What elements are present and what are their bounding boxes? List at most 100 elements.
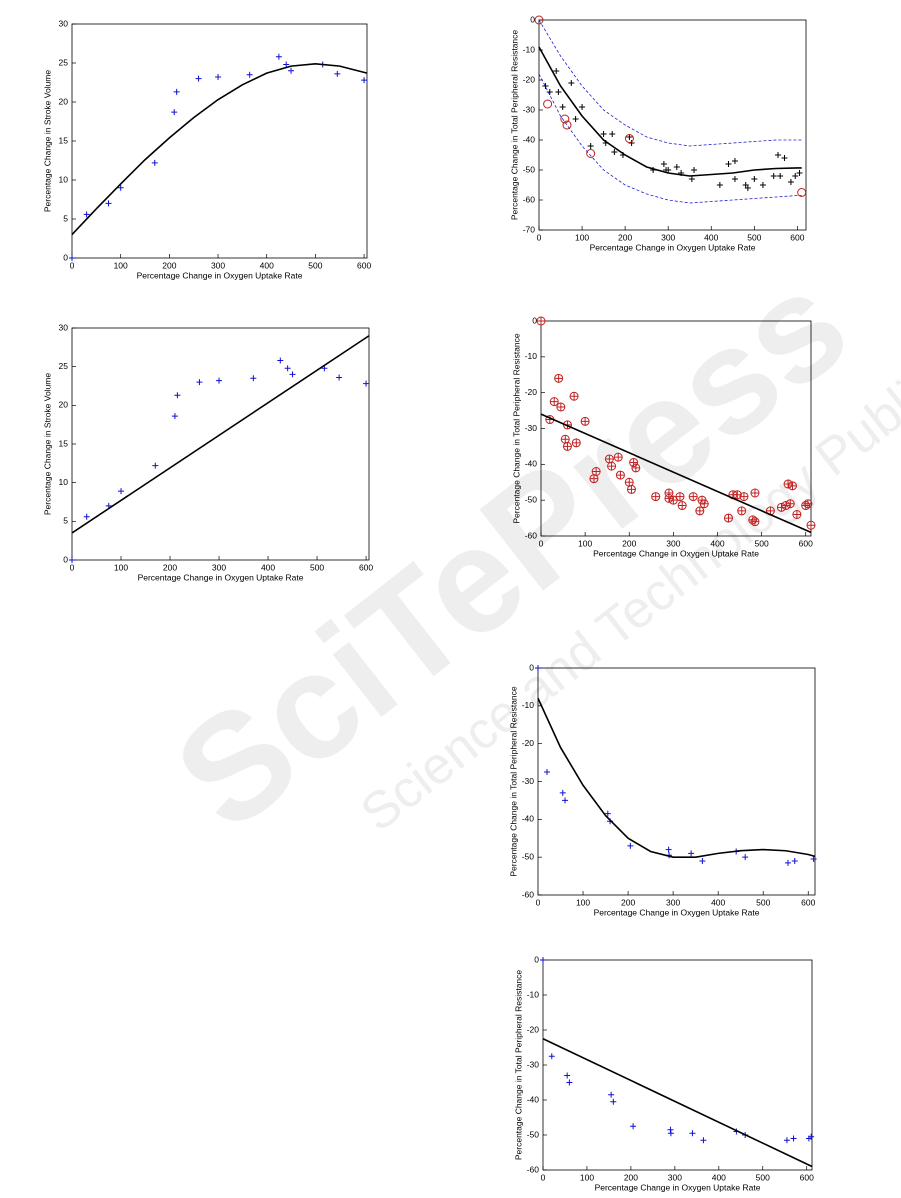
data-point	[554, 373, 564, 383]
data-point	[651, 492, 661, 502]
data-point	[626, 484, 636, 494]
data-point	[277, 357, 284, 364]
y-tick-label: -30	[525, 423, 538, 433]
data-point	[604, 454, 614, 464]
data-point	[624, 477, 634, 487]
x-tick-label: 0	[70, 260, 75, 270]
x-tick-label: 300	[661, 232, 675, 242]
data-point	[69, 255, 75, 261]
data-point	[215, 74, 222, 81]
x-tick-label: 400	[261, 562, 275, 572]
data-point	[580, 416, 590, 426]
data-point	[688, 850, 695, 857]
data-point	[611, 149, 618, 155]
data-point	[629, 458, 639, 468]
data-point	[152, 462, 159, 469]
data-point	[759, 182, 766, 188]
y-axis-label: Percentage Change in Total Peripheral Re…	[513, 970, 523, 1161]
data-point	[250, 375, 257, 382]
data-point	[579, 104, 586, 110]
data-point	[628, 140, 635, 146]
x-tick-label: 600	[790, 232, 804, 242]
y-tick-label: 25	[59, 361, 69, 371]
y-tick-label: 15	[59, 438, 69, 448]
data-point	[699, 499, 709, 509]
data-point	[810, 856, 817, 863]
x-tick-label: 300	[212, 562, 226, 572]
data-point	[716, 182, 723, 188]
data-point	[607, 461, 617, 471]
data-point	[69, 557, 75, 563]
y-tick-label: 20	[59, 400, 69, 410]
data-point	[560, 114, 570, 124]
data-point	[600, 131, 607, 137]
y-axis-label: Percentage Change in Stroke Volume	[42, 373, 52, 516]
data-point	[787, 481, 797, 491]
y-tick-label: -50	[522, 851, 535, 861]
plot-frame	[537, 667, 816, 896]
x-axis-label: Percentage Change in Oxygen Uptake Rate	[594, 907, 760, 917]
data-point	[731, 158, 738, 164]
data-point	[660, 161, 667, 167]
data-point	[559, 104, 566, 110]
data-point	[562, 441, 572, 451]
y-tick-label: -30	[522, 776, 535, 786]
data-point	[549, 397, 559, 407]
x-tick-label: 500	[756, 1172, 770, 1182]
y-tick-label: -40	[527, 1094, 540, 1104]
data-point	[361, 77, 368, 84]
y-tick-label: -20	[525, 387, 538, 397]
x-tick-label: 300	[668, 1172, 682, 1182]
y-tick-label: -10	[522, 700, 535, 710]
data-point	[630, 1123, 637, 1130]
x-tick-label: 0	[536, 897, 541, 907]
fit-line	[540, 413, 812, 534]
data-point	[742, 854, 749, 861]
x-tick-label: 600	[359, 562, 373, 572]
data-point	[284, 365, 291, 372]
x-tick-label: 300	[211, 260, 225, 270]
data-point	[216, 377, 223, 384]
data-point	[700, 1137, 707, 1144]
data-point	[566, 1079, 573, 1086]
data-point	[591, 467, 601, 476]
y-tick-label: -40	[525, 459, 538, 469]
data-point	[627, 842, 634, 849]
data-point	[624, 134, 634, 143]
y-tick-label: 0	[532, 315, 537, 325]
data-point	[751, 176, 758, 182]
data-point	[555, 89, 562, 95]
data-point	[534, 15, 544, 25]
data-point	[171, 413, 178, 420]
y-tick-label: -20	[522, 738, 535, 748]
x-tick-label: 500	[747, 232, 761, 242]
x-tick-label: 0	[541, 1172, 546, 1182]
data-point	[562, 797, 569, 804]
x-tick-label: 200	[162, 260, 176, 270]
data-point	[783, 1137, 790, 1144]
data-point	[289, 371, 296, 378]
data-point	[724, 513, 734, 523]
data-point	[151, 159, 158, 166]
x-tick-label: 200	[622, 538, 636, 548]
data-point	[673, 164, 680, 170]
y-tick-label: 0	[534, 954, 539, 964]
y-tick-label: 0	[529, 662, 534, 672]
x-axis-label: Percentage Change in Oxygen Uptake Rate	[138, 572, 304, 582]
y-tick-label: -20	[523, 74, 536, 84]
data-point	[535, 665, 541, 671]
data-point	[783, 479, 793, 489]
data-point	[571, 438, 581, 448]
data-point	[665, 846, 672, 853]
data-point	[731, 176, 738, 182]
x-tick-label: 600	[800, 1172, 814, 1182]
data-point	[748, 515, 758, 525]
x-tick-label: 400	[260, 260, 274, 270]
fit-line	[542, 1038, 813, 1168]
y-tick-label: -50	[523, 164, 536, 174]
data-point	[725, 161, 732, 167]
data-point	[750, 488, 760, 498]
data-point	[587, 143, 594, 149]
data-point	[688, 492, 698, 502]
data-point	[665, 167, 672, 173]
